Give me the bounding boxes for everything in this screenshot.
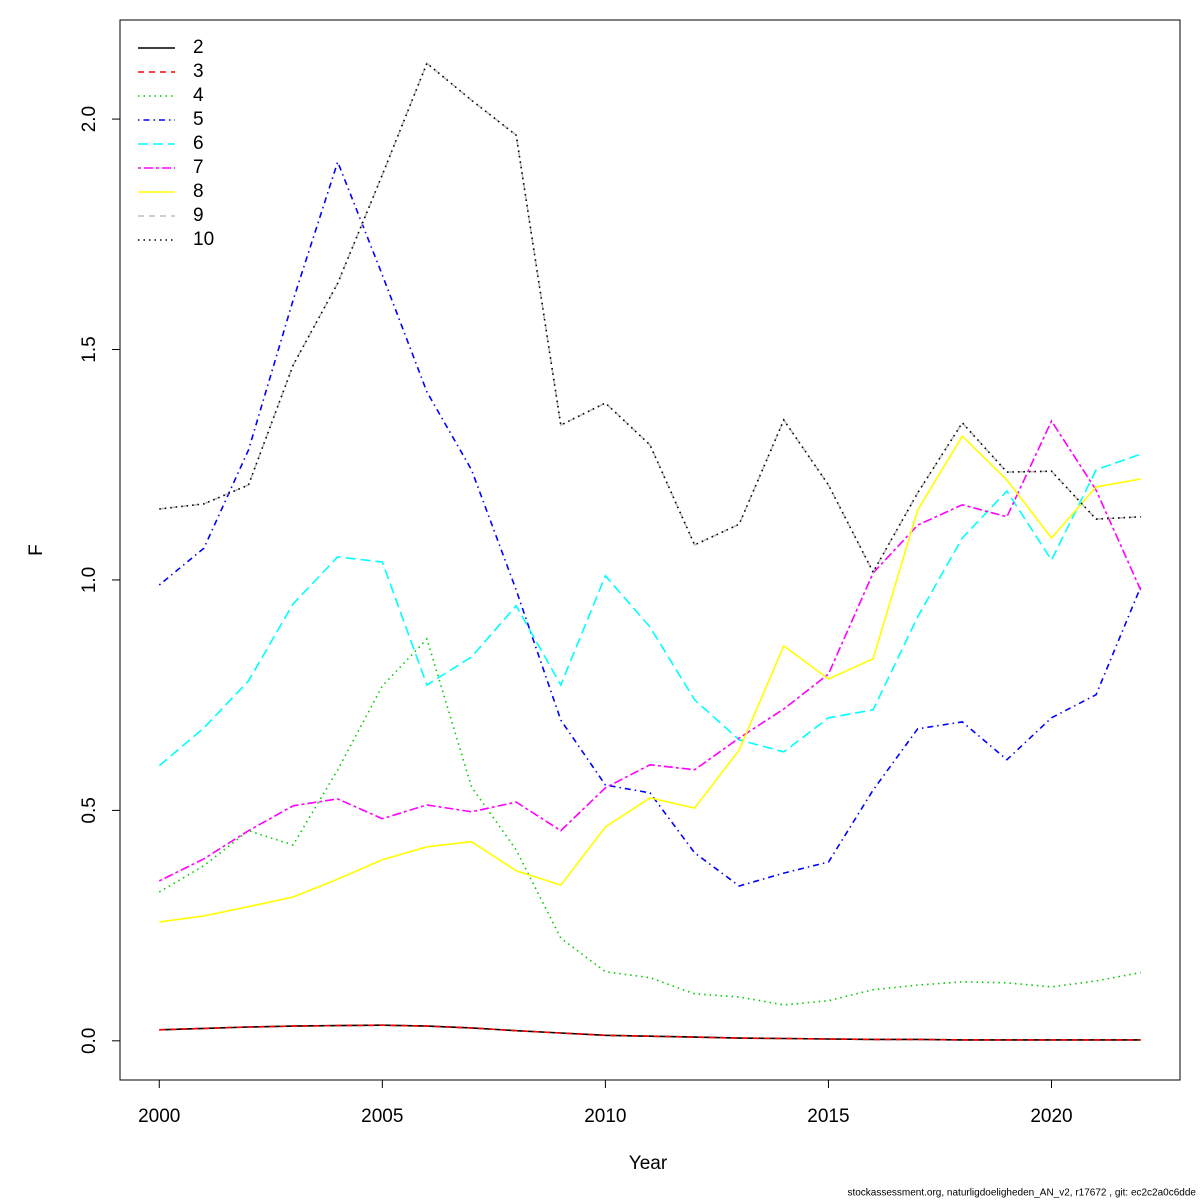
y-tick-label: 2.0 [79,106,100,132]
legend-label: 9 [193,205,204,226]
legend-label: 3 [193,61,204,82]
x-tick-label: 2005 [361,1106,403,1127]
x-tick-label: 2020 [1030,1106,1072,1127]
y-tick-label: 0.0 [79,1028,100,1054]
legend-label: 6 [193,133,204,154]
footer: stockassessment.org, naturligdoeligheden… [847,1188,1196,1199]
y-tick-label: 1.0 [79,567,100,593]
y-axis-label: F [26,544,47,556]
x-axis-label: Year [629,1153,668,1174]
legend-label: 5 [193,109,204,130]
plot-box [119,19,1181,1081]
legend-label: 7 [193,157,204,178]
series-line [159,61,1141,574]
y-tick-label: 0.5 [79,797,100,823]
y-tick-label: 1.5 [79,336,100,362]
legend-label: 10 [193,229,214,250]
x-tick-label: 2015 [807,1106,849,1127]
legend-label: 4 [193,85,204,106]
x-tick-label: 2010 [584,1106,626,1127]
series-line [159,434,1141,923]
series-line [158,419,1142,882]
legend-label: 2 [193,37,204,58]
legend-label: 8 [193,181,204,202]
series-line [159,61,1141,574]
series-line [158,637,1141,1006]
series-line [159,1024,1141,1041]
x-tick-label: 2000 [138,1106,180,1127]
series-line [158,453,1141,767]
series-line [158,159,1142,887]
series-line [159,1024,1141,1041]
